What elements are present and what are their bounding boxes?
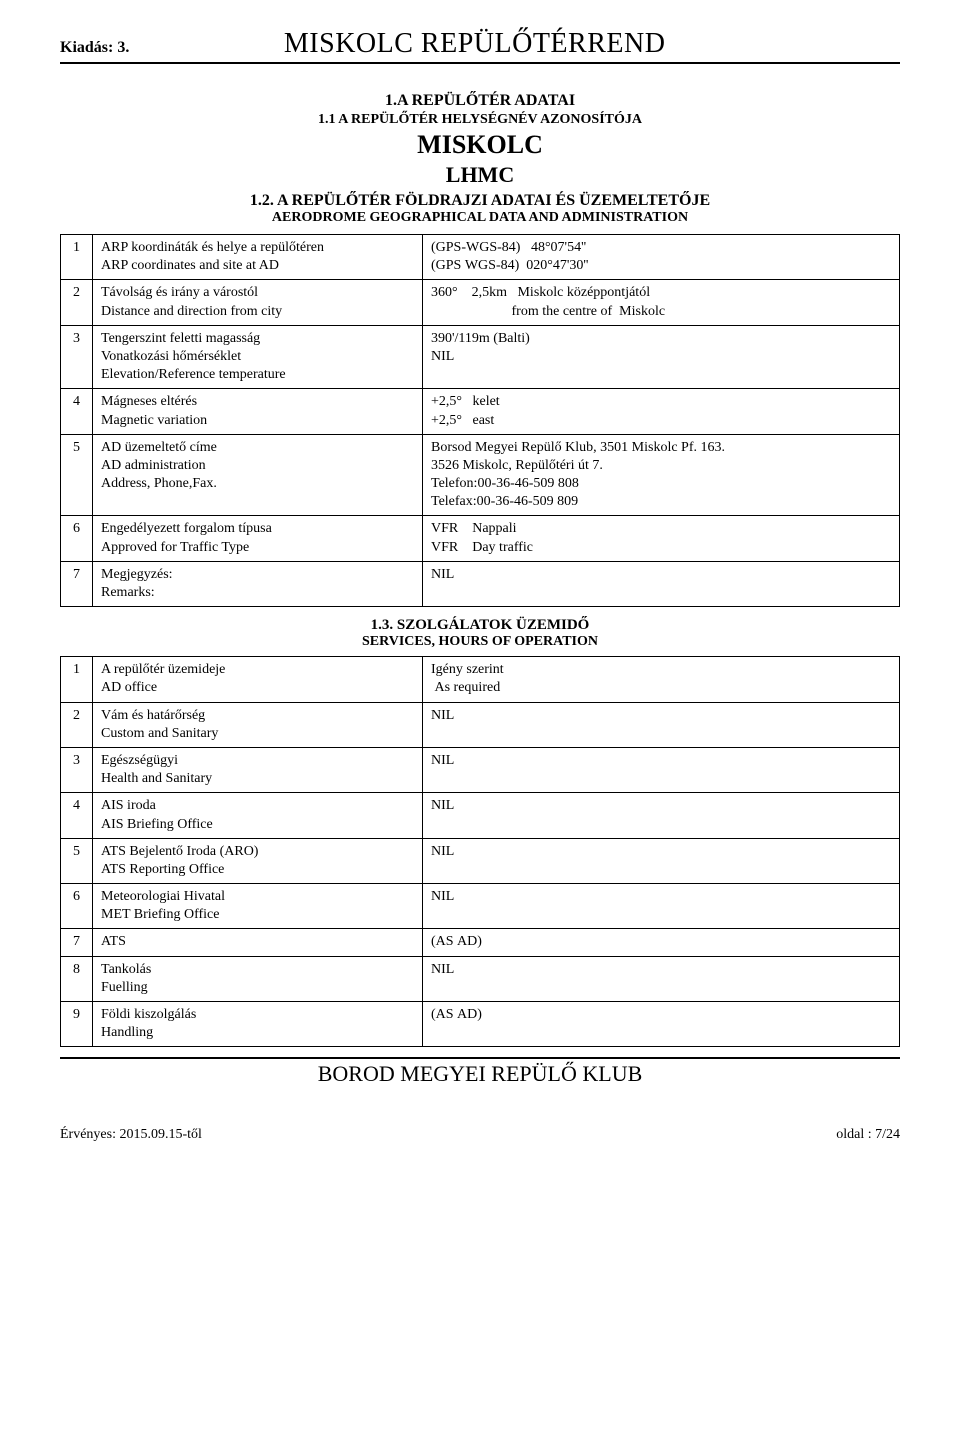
row-value: NIL [423, 561, 900, 606]
row-value: +2,5° kelet+2,5° east [423, 389, 900, 434]
page-footer: BOROD MEGYEI REPÜLŐ KLUB Érvényes: 2015.… [60, 1057, 900, 1143]
table-row: 2Távolság és irány a várostólDistance an… [61, 280, 900, 325]
row-label: Távolság és irány a várostólDistance and… [93, 280, 423, 325]
row-value: (AS AD) [423, 929, 900, 956]
row-number: 1 [61, 235, 93, 280]
row-label: Engedélyezett forgalom típusaApproved fo… [93, 516, 423, 561]
row-number: 5 [61, 838, 93, 883]
row-number: 7 [61, 561, 93, 606]
table-row: 7Megjegyzés:Remarks:NIL [61, 561, 900, 606]
row-value: 360° 2,5km Miskolc középpontjától from t… [423, 280, 900, 325]
row-value: NIL [423, 884, 900, 929]
row-number: 4 [61, 793, 93, 838]
row-number: 9 [61, 1002, 93, 1047]
table-row: 8TankolásFuellingNIL [61, 956, 900, 1001]
table-row: 6Engedélyezett forgalom típusaApproved f… [61, 516, 900, 561]
row-value: NIL [423, 702, 900, 747]
row-label: A repülőtér üzemidejeAD office [93, 657, 423, 702]
section-13-title-en: SERVICES, HOURS OF OPERATION [60, 634, 900, 650]
table-row: 4AIS irodaAIS Briefing OfficeNIL [61, 793, 900, 838]
table-row: 5AD üzemeltető címeAD administrationAddr… [61, 434, 900, 516]
row-number: 3 [61, 325, 93, 389]
row-value: NIL [423, 793, 900, 838]
row-label: ARP koordináták és helye a repülőtérenAR… [93, 235, 423, 280]
row-label: AIS irodaAIS Briefing Office [93, 793, 423, 838]
section-1A-title: 1.A REPÜLŐTÉR ADATAI [60, 92, 900, 110]
row-label: AD üzemeltető címeAD administrationAddre… [93, 434, 423, 516]
footer-org-name: BOROD MEGYEI REPÜLŐ KLUB [60, 1061, 900, 1087]
row-number: 2 [61, 280, 93, 325]
row-label: ATS [93, 929, 423, 956]
row-label: Megjegyzés:Remarks: [93, 561, 423, 606]
table-row: 6Meteorologiai HivatalMET Briefing Offic… [61, 884, 900, 929]
row-number: 6 [61, 884, 93, 929]
row-value: NIL [423, 956, 900, 1001]
table-row: 4Mágneses eltérésMagnetic variation+2,5°… [61, 389, 900, 434]
table-row: 2Vám és határőrségCustom and SanitaryNIL [61, 702, 900, 747]
row-label: Meteorologiai HivatalMET Briefing Office [93, 884, 423, 929]
row-number: 6 [61, 516, 93, 561]
section-12-title-hu: 1.2. A REPÜLŐTÉR FÖLDRAJZI ADATAI ÉS ÜZE… [60, 192, 900, 210]
row-value: NIL [423, 838, 900, 883]
row-value: Borsod Megyei Repülő Klub, 3501 Miskolc … [423, 434, 900, 516]
table-row: 3EgészségügyiHealth and SanitaryNIL [61, 747, 900, 792]
row-label: TankolásFuelling [93, 956, 423, 1001]
table-services: 1A repülőtér üzemidejeAD officeIgény sze… [60, 656, 900, 1047]
table-row: 7ATS(AS AD) [61, 929, 900, 956]
aerodrome-code: LHMC [60, 162, 900, 188]
row-value: (AS AD) [423, 1002, 900, 1047]
row-value: VFR NappaliVFR Day traffic [423, 516, 900, 561]
edition-label: Kiadás: 3. [60, 39, 129, 57]
row-number: 8 [61, 956, 93, 1001]
section-13-title-hu: 1.3. SZOLGÁLATOK ÜZEMIDŐ [60, 617, 900, 634]
section-12-title-en: AERODROME GEOGRAPHICAL DATA AND ADMINIST… [60, 210, 900, 226]
footer-page-number: oldal : 7/24 [836, 1127, 900, 1143]
row-label: ATS Bejelentő Iroda (ARO)ATS Reporting O… [93, 838, 423, 883]
table-row: 5ATS Bejelentő Iroda (ARO)ATS Reporting … [61, 838, 900, 883]
row-value: Igény szerint As required [423, 657, 900, 702]
row-label: EgészségügyiHealth and Sanitary [93, 747, 423, 792]
footer-divider [60, 1057, 900, 1059]
row-number: 1 [61, 657, 93, 702]
row-number: 2 [61, 702, 93, 747]
footer-valid-from: Érvényes: 2015.09.15-től [60, 1127, 202, 1143]
row-value: NIL [423, 747, 900, 792]
table-row: 3Tengerszint feletti magasságVonatkozási… [61, 325, 900, 389]
row-label: Földi kiszolgálásHandling [93, 1002, 423, 1047]
aerodrome-name: MISKOLC [60, 130, 900, 160]
row-number: 3 [61, 747, 93, 792]
row-number: 7 [61, 929, 93, 956]
section-11-title: 1.1 A REPÜLŐTÉR HELYSÉGNÉV AZONOSÍTÓJA [60, 112, 900, 128]
row-label: Vám és határőrségCustom and Sanitary [93, 702, 423, 747]
table-row: 1A repülőtér üzemidejeAD officeIgény sze… [61, 657, 900, 702]
row-label: Tengerszint feletti magasságVonatkozási … [93, 325, 423, 389]
table-row: 1ARP koordináták és helye a repülőtérenA… [61, 235, 900, 280]
row-label: Mágneses eltérésMagnetic variation [93, 389, 423, 434]
row-number: 5 [61, 434, 93, 516]
row-value: 390'/119m (Balti)NIL [423, 325, 900, 389]
row-value: (GPS-WGS-84) 48°07'54''(GPS WGS-84) 020°… [423, 235, 900, 280]
table-geo-data: 1ARP koordináták és helye a repülőtérenA… [60, 234, 900, 607]
doc-title: MISKOLC REPÜLŐTÉRREND [129, 28, 820, 60]
page-header: Kiadás: 3. MISKOLC REPÜLŐTÉRREND [60, 28, 900, 64]
table-row: 9Földi kiszolgálásHandling(AS AD) [61, 1002, 900, 1047]
row-number: 4 [61, 389, 93, 434]
